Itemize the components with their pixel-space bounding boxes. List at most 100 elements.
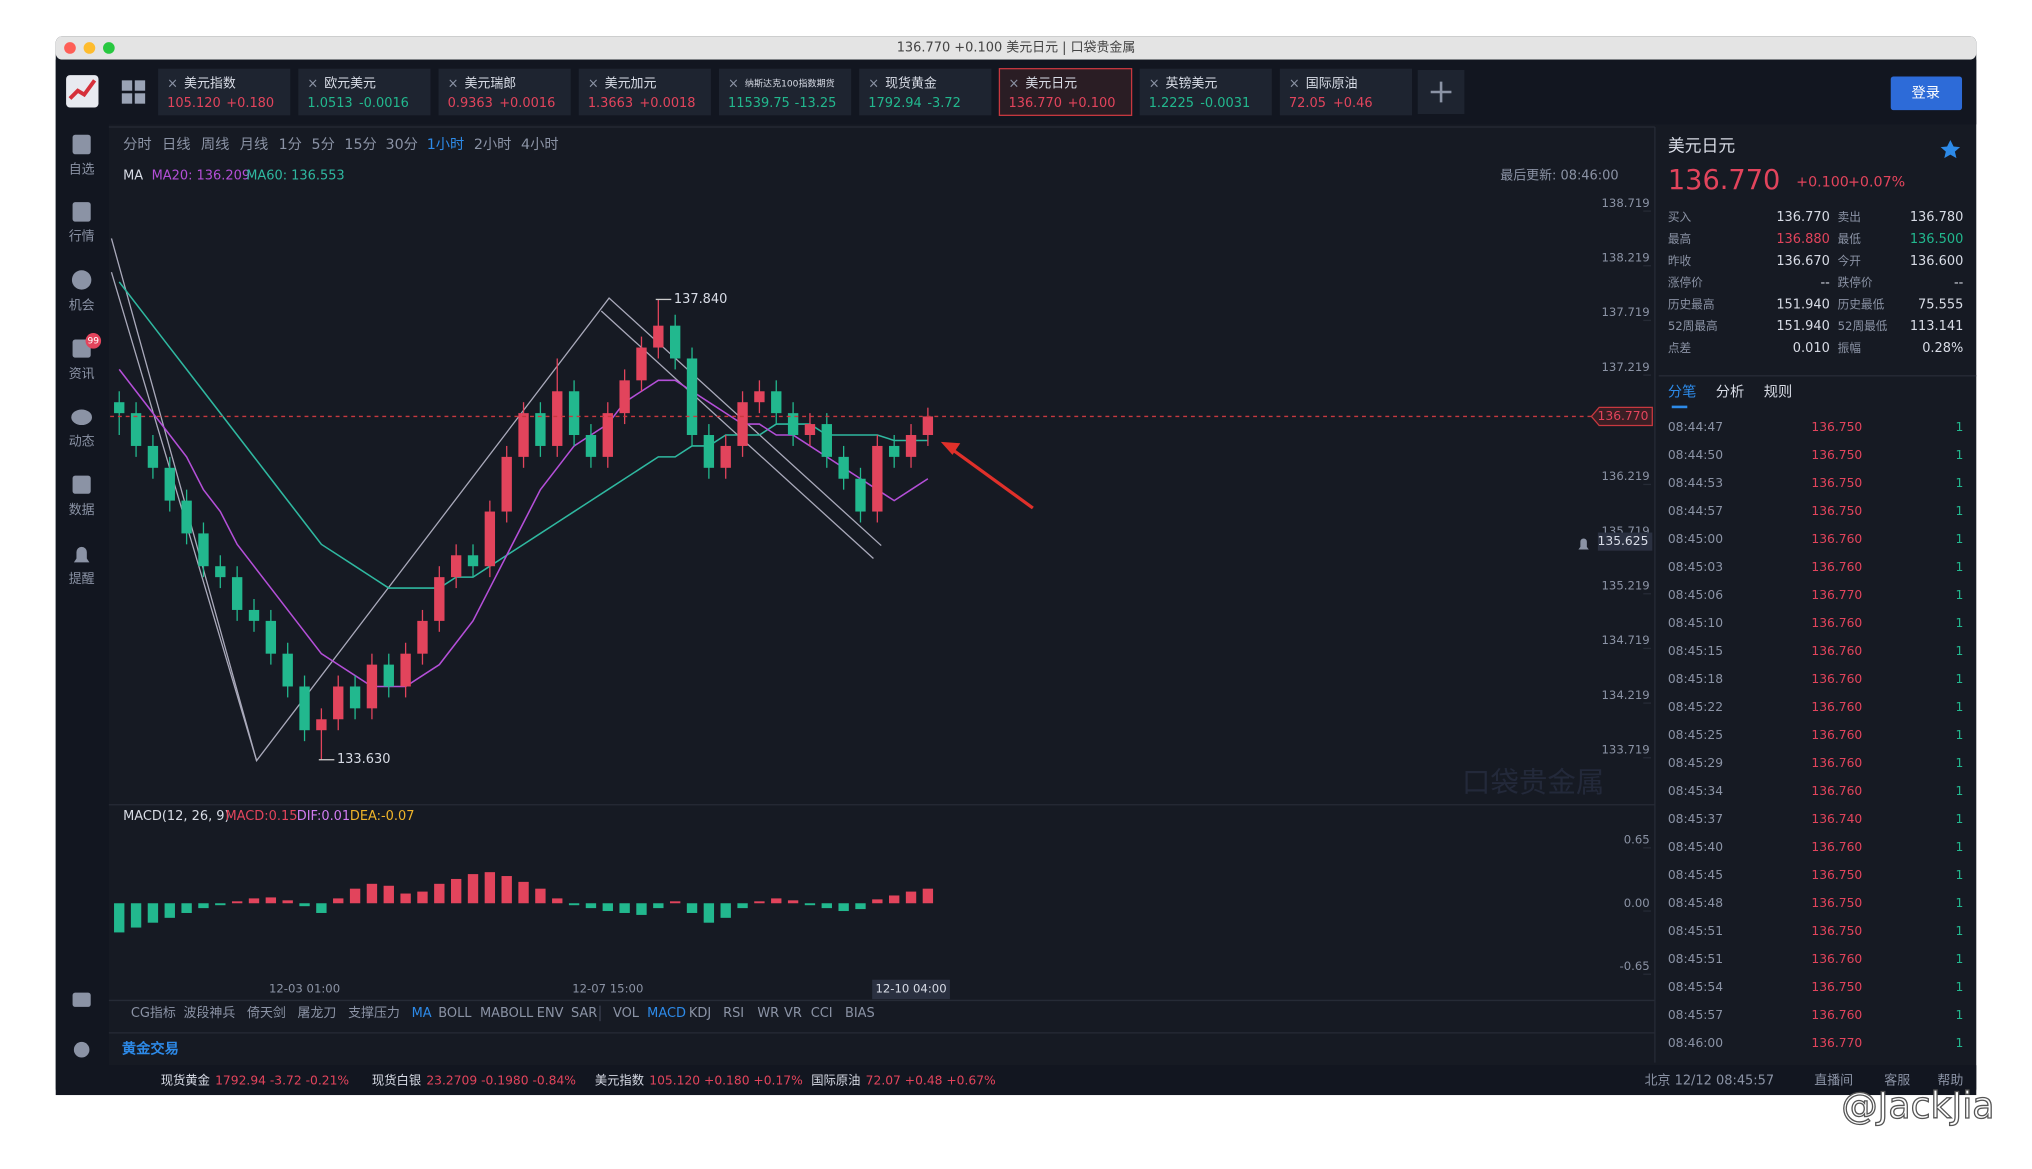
trade-time: 08:45:34 — [1668, 784, 1723, 798]
bell-icon[interactable] — [1578, 538, 1589, 550]
indicator[interactable]: 支撑压力 — [348, 1006, 400, 1021]
trade-volume: 1 — [1955, 672, 1963, 686]
indicator[interactable]: BIAS — [845, 1006, 875, 1021]
tab-price: 1792.94 — [868, 96, 921, 111]
macd-bar — [754, 901, 765, 904]
indicator[interactable]: CG指标 — [131, 1006, 176, 1021]
quote-price: 136.770 — [1668, 165, 1781, 196]
tab[interactable] — [998, 68, 1133, 116]
trade-volume: 1 — [1955, 476, 1963, 490]
indicator[interactable]: KDJ — [689, 1006, 711, 1021]
zoom-button[interactable] — [103, 42, 115, 54]
trade-price: 136.750 — [1811, 448, 1862, 462]
quote-value: 136.770 — [1776, 210, 1830, 225]
sidebar-label[interactable]: 自选 — [69, 162, 95, 177]
tab[interactable] — [859, 68, 992, 116]
minimize-button[interactable] — [83, 42, 96, 54]
indicator[interactable]: VOL — [613, 1006, 640, 1021]
candle-body — [872, 445, 883, 512]
sidebar-label[interactable]: 数据 — [69, 503, 95, 518]
tab[interactable] — [438, 68, 571, 116]
macd-bar — [552, 898, 563, 904]
watermark: 口袋贵金属 — [1462, 766, 1605, 799]
trade-volume: 1 — [1955, 756, 1963, 770]
quote-label: 昨收 — [1668, 254, 1692, 268]
indicator[interactable]: CCI — [811, 1006, 833, 1021]
timeframe[interactable]: 4小时 — [521, 136, 559, 153]
quote-value: 136.880 — [1776, 232, 1830, 247]
tab[interactable] — [1279, 68, 1413, 116]
timeframe[interactable]: 周线 — [201, 136, 230, 153]
quote-value: 0.28% — [1922, 341, 1963, 356]
trade-volume: 1 — [1955, 1036, 1963, 1050]
trade-volume: 1 — [1955, 504, 1963, 518]
panel-tab[interactable]: 分析 — [1716, 384, 1745, 401]
quote-label: 52周最高 — [1668, 319, 1718, 333]
trade-price: 136.770 — [1811, 1036, 1862, 1050]
timeframe[interactable]: 分时 — [123, 136, 152, 153]
candle-body — [248, 609, 260, 621]
footer-link[interactable]: 客服 — [1884, 1072, 1910, 1088]
tab-close: × — [1008, 77, 1019, 92]
quote-value: 136.780 — [1910, 210, 1964, 225]
indicator[interactable]: MABOLL — [480, 1006, 534, 1021]
sidebar-label[interactable]: 资讯 — [69, 367, 95, 382]
tab[interactable] — [1139, 68, 1272, 116]
indicator[interactable]: WR — [757, 1006, 779, 1021]
quote-label: 涨停价 — [1668, 276, 1703, 290]
candle-body — [602, 413, 613, 457]
indicator[interactable]: VR — [784, 1006, 802, 1021]
quote-value: 151.940 — [1776, 319, 1830, 334]
footer-link[interactable]: 帮助 — [1937, 1073, 1963, 1088]
indicator[interactable]: ENV — [537, 1006, 564, 1021]
indicator[interactable]: RSI — [723, 1006, 744, 1021]
trade-price: 136.770 — [1811, 588, 1862, 602]
indicator[interactable]: 屠龙刀 — [298, 1006, 337, 1021]
sidebar-label[interactable]: 提醒 — [69, 571, 95, 587]
sidebar-label[interactable]: 机会 — [69, 298, 95, 313]
indicator[interactable]: BOLL — [438, 1006, 472, 1021]
timeframe[interactable]: 30分 — [386, 136, 418, 153]
timeframe[interactable]: 2小时 — [474, 136, 512, 153]
macd-bar — [686, 903, 698, 913]
ticker-value: 1792.94 -3.72 -0.21% — [215, 1073, 349, 1087]
login-button[interactable] — [1890, 76, 1963, 111]
macd-bar — [501, 876, 512, 904]
tab[interactable] — [718, 68, 852, 116]
timeframe[interactable]: 15分 — [344, 136, 376, 153]
indicator[interactable]: 波段神兵 — [184, 1006, 236, 1021]
footer-link[interactable]: 直播间 — [1814, 1073, 1853, 1088]
timeframe[interactable]: 1小时 — [427, 136, 465, 153]
tab[interactable] — [158, 68, 291, 116]
tab[interactable] — [298, 68, 431, 116]
trade-time: 08:45:06 — [1668, 588, 1723, 602]
indicator[interactable]: MA — [412, 1006, 432, 1021]
trade-volume: 1 — [1955, 644, 1963, 658]
timeframe[interactable]: 日线 — [162, 136, 191, 153]
favorite-star[interactable] — [1940, 139, 1961, 159]
sidebar-label[interactable]: 行情 — [69, 230, 95, 245]
timeframe[interactable]: 1分 — [279, 136, 302, 153]
ticker-name: 国际原油 — [811, 1073, 860, 1087]
macd-bar — [737, 903, 748, 909]
trade-price: 136.760 — [1811, 728, 1862, 742]
trade-time: 08:45:54 — [1668, 980, 1723, 994]
panel-tab[interactable]: 规则 — [1764, 384, 1793, 401]
macd-bar — [450, 878, 462, 904]
trade-price: 136.750 — [1811, 420, 1862, 434]
candle-body — [889, 445, 900, 457]
tab[interactable] — [578, 68, 711, 116]
quote-label: 点差 — [1668, 341, 1691, 355]
indicator[interactable]: MACD — [647, 1006, 686, 1021]
indicator[interactable]: 倚天剑 — [247, 1005, 286, 1021]
timeframe[interactable]: 5分 — [312, 136, 335, 153]
sidebar-label[interactable]: 动态 — [69, 434, 95, 449]
timeframe[interactable]: 月线 — [240, 136, 269, 153]
candle-body — [181, 500, 192, 534]
x-tick-label: 12-10 04:00 — [875, 981, 946, 995]
indicator[interactable]: SAR — [571, 1006, 597, 1021]
panel-tab[interactable]: 分笔 — [1668, 384, 1697, 401]
macd-bar — [636, 903, 647, 915]
close-button[interactable] — [64, 42, 76, 54]
grid-icon[interactable] — [121, 80, 146, 104]
